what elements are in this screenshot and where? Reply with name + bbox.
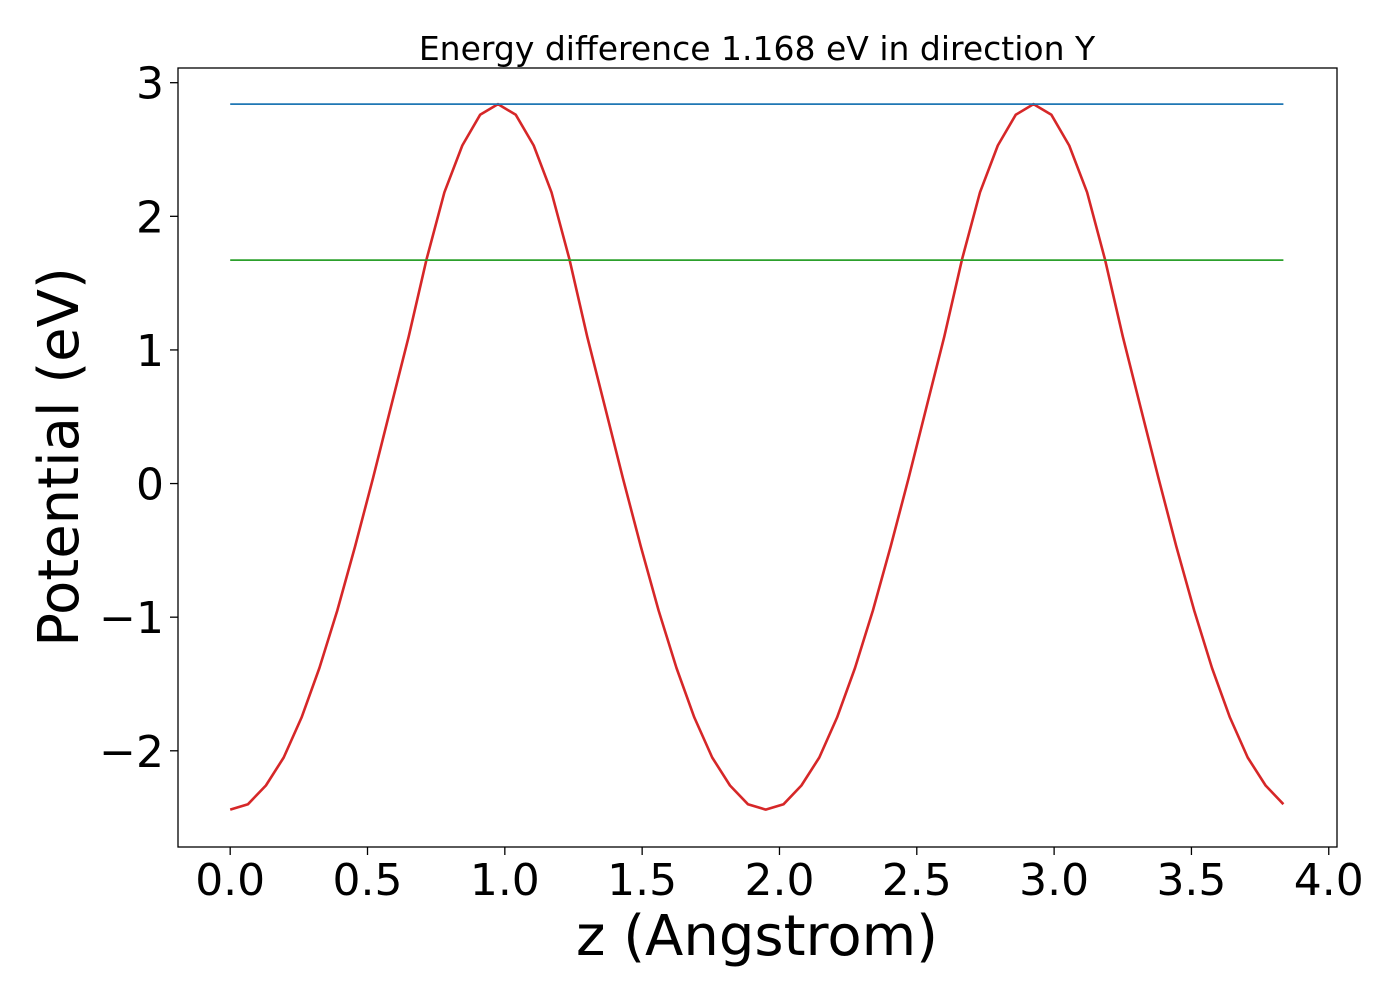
x-tick-label: 0.0 — [195, 855, 265, 906]
series-layer — [229, 102, 1285, 811]
x-tick-label: 3.0 — [1019, 855, 1089, 906]
y-axis-label: Potential (eV) — [27, 267, 92, 647]
x-tick-label: 3.5 — [1156, 855, 1226, 906]
y-tick-label: 0 — [136, 460, 164, 511]
y-tick-label: −1 — [99, 593, 164, 644]
x-tick-label: 0.5 — [333, 855, 403, 906]
x-tick-label: 4.0 — [1294, 855, 1364, 906]
y-tick-label: 2 — [136, 192, 164, 243]
y-tick-label: 1 — [136, 326, 164, 377]
x-axis-label: z (Angstrom) — [576, 904, 938, 969]
x-tick-label: 1.5 — [607, 855, 677, 906]
y-tick-label: −2 — [99, 727, 164, 778]
x-axis-ticks: 0.0 0.5 1.0 1.5 2.0 2.5 3.0 3.5 4.0 — [195, 847, 1364, 906]
chart-title: Energy difference 1.168 eV in direction … — [419, 29, 1096, 68]
x-tick-label: 1.0 — [470, 855, 540, 906]
plot-frame — [177, 67, 1338, 848]
y-axis-ticks: −2 −1 0 1 2 3 — [99, 59, 178, 778]
y-tick-label: 3 — [136, 59, 164, 110]
x-tick-label: 2.5 — [882, 855, 952, 906]
x-tick-label: 2.0 — [744, 855, 814, 906]
series-line-1 — [229, 102, 1285, 811]
